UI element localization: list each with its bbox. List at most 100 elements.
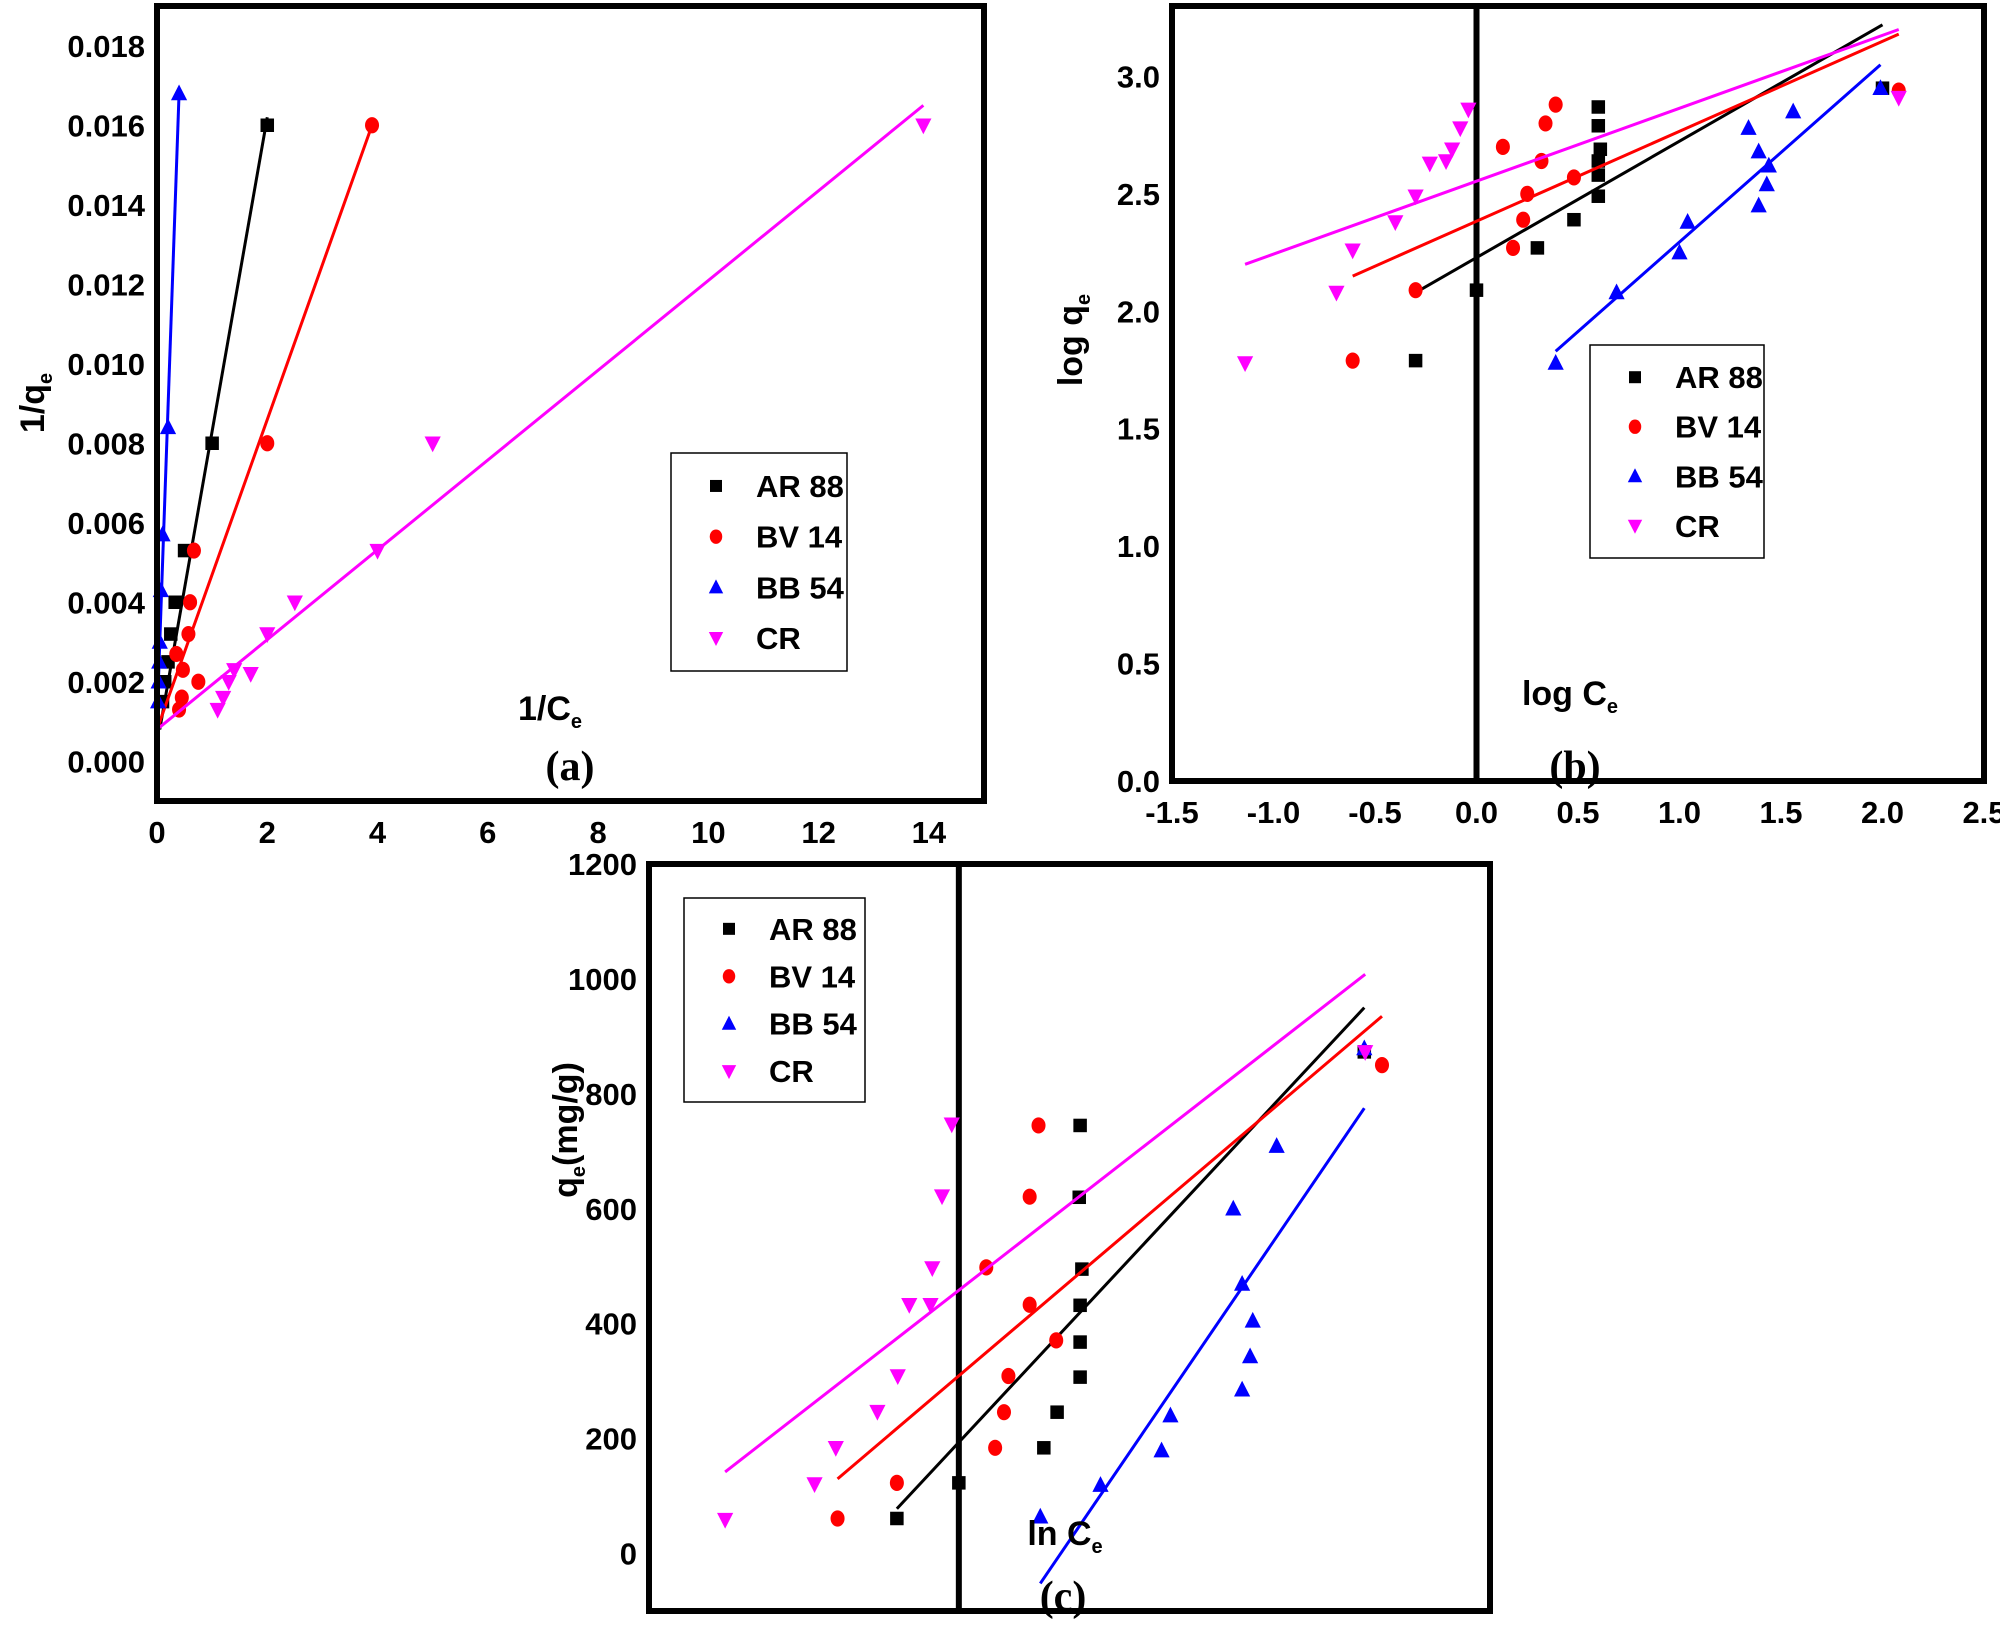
data-point: [996, 1404, 1012, 1421]
fit-line: [1244, 28, 1900, 266]
x-axis-label-sub: e: [571, 711, 582, 733]
y-tick-label: 1.5: [1117, 412, 1160, 447]
fit-line: [158, 117, 269, 730]
data-point: [226, 663, 243, 679]
y-axis-label: qe(mg/g): [547, 1062, 590, 1198]
data-point: [1022, 1188, 1037, 1205]
data-point: [1890, 90, 1907, 107]
legend-label: AR 88: [769, 912, 857, 947]
x-tick-label: -0.5: [1348, 795, 1401, 830]
x-tick-label: 2: [259, 815, 276, 850]
series-cr: [1236, 28, 1907, 372]
x-axis-label: log Ce: [1522, 675, 1618, 718]
data-point: [1591, 168, 1606, 182]
data-point: [1037, 1441, 1051, 1455]
data-point: [205, 436, 219, 450]
data-point: [890, 1511, 904, 1526]
data-point: [1344, 243, 1361, 260]
data-point: [1268, 1137, 1285, 1153]
series-ar-88: [1408, 23, 1890, 368]
x-tick-label: -1: [857, 1625, 885, 1628]
data-point: [1538, 115, 1553, 132]
y-axis-label: 1/qe: [14, 373, 57, 433]
legend-label: AR 88: [756, 469, 844, 504]
y-axis-label-sub: e: [35, 373, 57, 384]
x-tick-label: 12: [801, 815, 835, 850]
y-tick-label: 0.004: [67, 585, 145, 620]
x-tick-label: 6: [479, 815, 496, 850]
legend-label: CR: [1675, 509, 1720, 544]
y-tick-label: 600: [585, 1192, 637, 1227]
data-point: [1022, 1296, 1037, 1313]
legend-label: BV 14: [1675, 410, 1762, 445]
data-point: [1153, 1441, 1170, 1458]
x-tick-label: 14: [912, 815, 947, 850]
data-point: [1506, 239, 1521, 256]
data-point: [259, 627, 276, 644]
data-point: [1750, 196, 1767, 213]
data-point: [1387, 215, 1404, 232]
data-point: [1591, 100, 1606, 114]
y-tick-label: 0.008: [67, 426, 145, 461]
data-point: [1244, 1311, 1261, 1328]
data-point: [952, 1476, 966, 1490]
legend-marker: [709, 529, 723, 544]
legend-box: [683, 897, 866, 1103]
y-axis-label-main: log q: [1052, 305, 1090, 386]
legend-label: AR 88: [1675, 360, 1763, 395]
x-tick-label: 0: [148, 815, 165, 850]
y-tick-label: 0.000: [67, 744, 145, 779]
data-point: [1530, 241, 1545, 255]
panel-label: (a): [546, 744, 595, 790]
x-tick-label: 2.0: [1861, 795, 1904, 830]
data-point: [1050, 1405, 1064, 1419]
data-point: [830, 1510, 845, 1527]
data-point: [922, 1297, 939, 1314]
y-tick-label: 2.0: [1117, 294, 1160, 329]
data-point: [1679, 213, 1696, 229]
data-point: [1740, 119, 1757, 135]
legend-label: BB 54: [1675, 459, 1764, 494]
data-point: [1566, 169, 1581, 186]
data-point: [1032, 1507, 1049, 1524]
data-point: [1593, 142, 1608, 157]
x-tick-label: 4: [1304, 1625, 1322, 1628]
legend-marker: [721, 1015, 737, 1030]
data-point: [1092, 1476, 1109, 1492]
data-point: [717, 1512, 734, 1529]
data-point: [869, 1404, 886, 1421]
data-point: [1421, 156, 1438, 173]
data-point: [168, 595, 182, 609]
data-point: [1608, 283, 1625, 300]
data-point: [1452, 121, 1469, 138]
legend-label: CR: [756, 621, 801, 656]
x-tick-label: 1: [1039, 1625, 1056, 1628]
data-point: [365, 117, 380, 134]
series-ar-88: [890, 1006, 1372, 1526]
y-tick-label: 0.016: [67, 108, 145, 143]
x-tick-label: 10: [691, 815, 725, 850]
x-axis-label: ln Ce: [1027, 1515, 1102, 1558]
y-axis-label-main: 1/q: [14, 384, 52, 433]
plot-frame: [1169, 3, 1987, 784]
data-point: [1241, 1347, 1259, 1364]
data-point: [1591, 189, 1606, 203]
x-tick-label: 2.5: [1962, 795, 2000, 830]
x-axis-label: 1/Ce: [518, 690, 582, 733]
y-axis-label-sub: e: [1073, 294, 1095, 305]
legend-box: [670, 452, 848, 672]
legend-label: CR: [769, 1054, 814, 1089]
data-point: [901, 1297, 918, 1314]
data-point: [1548, 96, 1563, 113]
x-tick-label: 0.5: [1556, 795, 1599, 830]
y-tick-label: 400: [585, 1307, 637, 1342]
data-point: [1750, 142, 1767, 159]
legend-box: [1589, 344, 1765, 559]
data-point: [1234, 1275, 1251, 1291]
fit-line: [1414, 23, 1884, 294]
x-tick-label: 2: [1127, 1625, 1144, 1628]
data-point: [1408, 353, 1423, 368]
y-tick-label: 800: [585, 1077, 637, 1112]
y-tick-label: 0.010: [67, 347, 145, 382]
data-point: [889, 1474, 904, 1491]
